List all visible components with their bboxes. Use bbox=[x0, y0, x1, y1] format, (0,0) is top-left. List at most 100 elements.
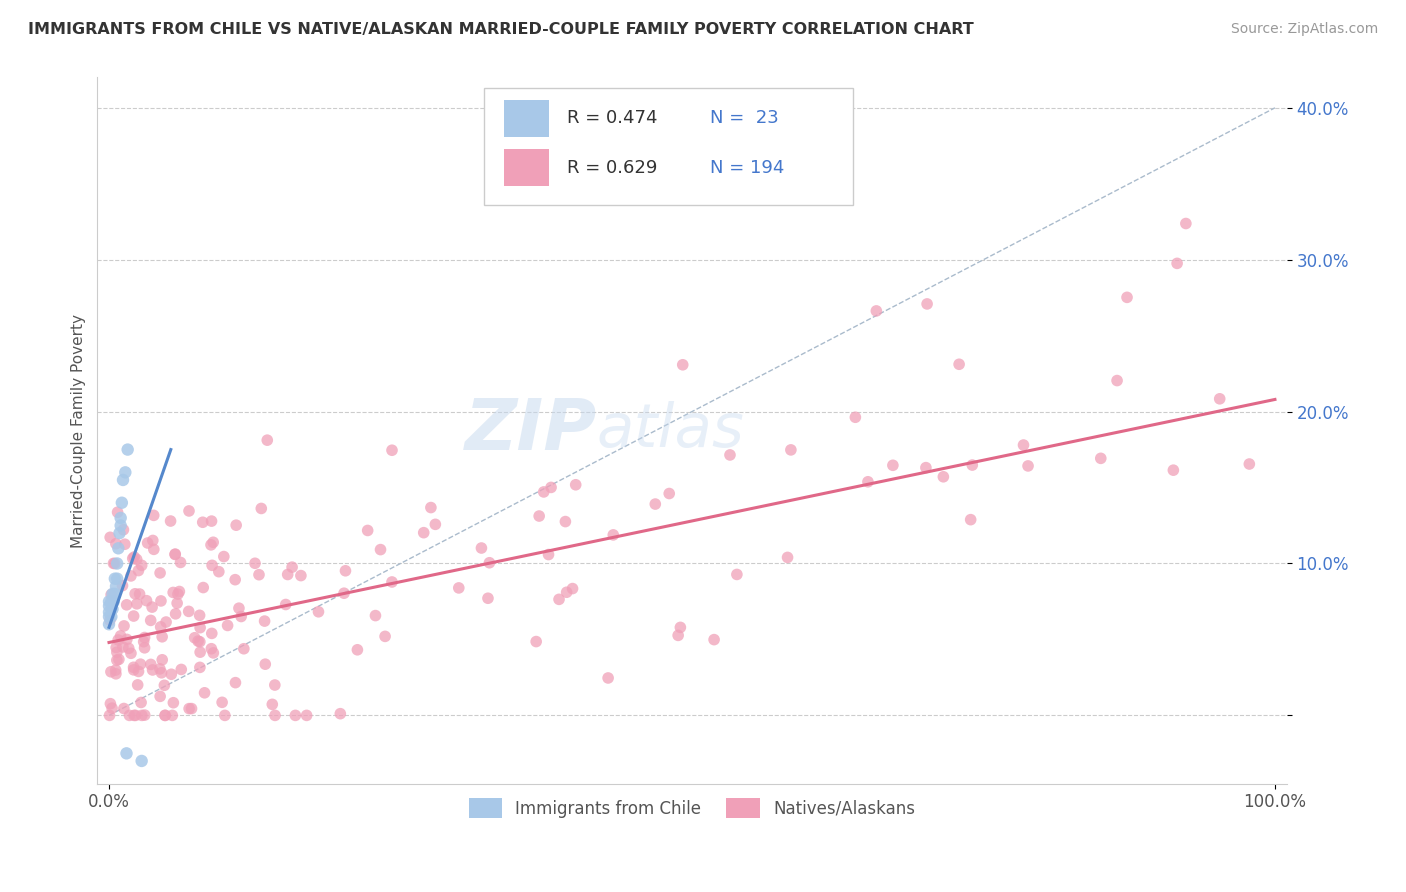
Point bbox=[200, 641, 222, 656]
Point bbox=[193, 581, 215, 595]
Point bbox=[201, 558, 224, 573]
Point bbox=[105, 653, 128, 667]
Point bbox=[356, 524, 378, 538]
Point bbox=[108, 526, 131, 541]
Point bbox=[104, 663, 127, 677]
Point bbox=[111, 578, 134, 592]
Point bbox=[112, 619, 135, 633]
Point bbox=[117, 442, 139, 457]
Point bbox=[948, 357, 970, 371]
Point bbox=[114, 466, 136, 480]
Point bbox=[103, 557, 125, 571]
Point bbox=[524, 634, 547, 648]
Point bbox=[150, 665, 173, 680]
Point bbox=[105, 579, 128, 593]
Text: atlas: atlas bbox=[596, 401, 745, 460]
Point bbox=[118, 708, 141, 723]
Point bbox=[915, 460, 938, 475]
Point bbox=[142, 533, 165, 548]
Point bbox=[100, 609, 122, 624]
Point bbox=[183, 631, 205, 645]
Point bbox=[136, 536, 159, 550]
Point bbox=[658, 486, 681, 500]
Point bbox=[561, 582, 583, 596]
Point bbox=[127, 678, 149, 692]
Point bbox=[105, 557, 128, 571]
Point bbox=[98, 617, 121, 632]
Point bbox=[169, 556, 191, 570]
Point bbox=[364, 608, 387, 623]
Point bbox=[134, 640, 156, 655]
Point bbox=[142, 542, 165, 557]
Point bbox=[284, 708, 307, 723]
Point bbox=[112, 523, 135, 537]
Point bbox=[554, 515, 576, 529]
Point bbox=[105, 572, 128, 586]
Point bbox=[101, 602, 124, 616]
Point bbox=[1209, 392, 1232, 406]
Point bbox=[718, 448, 741, 462]
Point bbox=[98, 609, 121, 624]
Point bbox=[100, 588, 122, 602]
Point bbox=[346, 642, 368, 657]
Point bbox=[128, 665, 150, 679]
Point bbox=[856, 475, 879, 489]
Point bbox=[110, 629, 132, 643]
Point bbox=[100, 594, 122, 608]
Point bbox=[962, 458, 984, 472]
Point bbox=[224, 675, 246, 690]
Point bbox=[419, 500, 441, 515]
Point bbox=[725, 567, 748, 582]
Point bbox=[98, 530, 121, 544]
Point bbox=[105, 645, 128, 659]
Point bbox=[142, 663, 165, 677]
Point bbox=[333, 586, 356, 600]
Text: ZIP: ZIP bbox=[464, 396, 596, 465]
Point bbox=[141, 600, 163, 615]
Point bbox=[134, 708, 156, 723]
Point bbox=[256, 433, 278, 447]
Point bbox=[107, 632, 129, 647]
Point bbox=[188, 621, 211, 635]
Point bbox=[374, 629, 396, 643]
Point bbox=[188, 645, 211, 659]
Point bbox=[263, 678, 285, 692]
Point bbox=[1166, 256, 1188, 270]
Point bbox=[104, 587, 127, 601]
Point bbox=[124, 708, 146, 723]
Point bbox=[122, 663, 145, 677]
Point bbox=[167, 587, 190, 601]
Point bbox=[932, 470, 955, 484]
Point bbox=[98, 594, 121, 608]
Point bbox=[201, 626, 224, 640]
Point bbox=[179, 701, 201, 715]
Point bbox=[277, 567, 299, 582]
Point bbox=[187, 634, 209, 648]
Point bbox=[98, 599, 121, 613]
Point bbox=[225, 518, 247, 533]
Point bbox=[120, 569, 142, 583]
Point bbox=[105, 640, 128, 655]
Point bbox=[669, 620, 692, 634]
Point bbox=[107, 541, 129, 556]
Point bbox=[672, 358, 695, 372]
Text: R = 0.474: R = 0.474 bbox=[567, 110, 658, 128]
Point bbox=[104, 537, 127, 551]
Point bbox=[381, 574, 404, 589]
Point bbox=[537, 548, 560, 562]
Point bbox=[780, 442, 803, 457]
Point bbox=[478, 556, 501, 570]
Point bbox=[128, 587, 150, 601]
Point bbox=[425, 517, 447, 532]
Point bbox=[129, 696, 152, 710]
Point bbox=[264, 708, 287, 723]
Point bbox=[776, 550, 799, 565]
FancyBboxPatch shape bbox=[484, 88, 852, 204]
Point bbox=[115, 632, 138, 647]
Point bbox=[122, 549, 145, 564]
Point bbox=[1116, 290, 1139, 304]
Point bbox=[101, 701, 124, 715]
Point bbox=[115, 747, 138, 761]
Point bbox=[165, 547, 187, 561]
Point bbox=[180, 701, 202, 715]
